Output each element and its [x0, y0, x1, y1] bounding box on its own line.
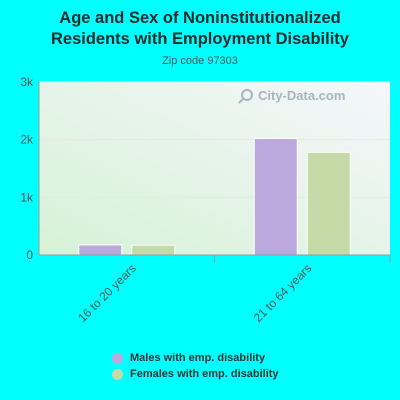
legend-item-females: Females with emp. disability	[112, 366, 279, 382]
y-tick-label: 3k	[20, 75, 34, 89]
y-tick-label: 0	[26, 248, 33, 262]
legend-swatch-males	[112, 352, 123, 364]
x-tick-label: 16 to 20 years	[75, 261, 139, 325]
chart-title-line-1: Age and Sex of Noninstitutionalized	[59, 9, 341, 27]
watermark-text: City-Data.com	[258, 88, 345, 103]
legend-swatch-females	[112, 368, 123, 380]
legend-label-males: Males with emp. disability	[130, 352, 266, 364]
y-tick-label: 2k	[20, 133, 34, 147]
bar-males-2	[253, 138, 298, 256]
bar-females-2	[306, 151, 351, 256]
legend: Males with emp. disability Females with …	[112, 350, 279, 382]
legend-label-females: Females with emp. disability	[130, 368, 279, 380]
bar-males-1	[78, 244, 123, 256]
chart-title: Age and Sex of Noninstitutionalized Resi…	[0, 8, 400, 50]
watermark: City-Data.com	[238, 88, 345, 104]
bar-females-1	[131, 244, 176, 256]
legend-item-males: Males with emp. disability	[112, 350, 279, 366]
axes	[38, 82, 391, 263]
x-tick-label: 21 to 64 years	[251, 261, 315, 325]
y-tick-label: 1k	[20, 190, 34, 204]
chart-title-line-2: Residents with Employment Disability	[51, 30, 349, 48]
magnifier-icon	[238, 89, 253, 104]
chart-subtitle: Zip code 97303	[162, 55, 238, 67]
